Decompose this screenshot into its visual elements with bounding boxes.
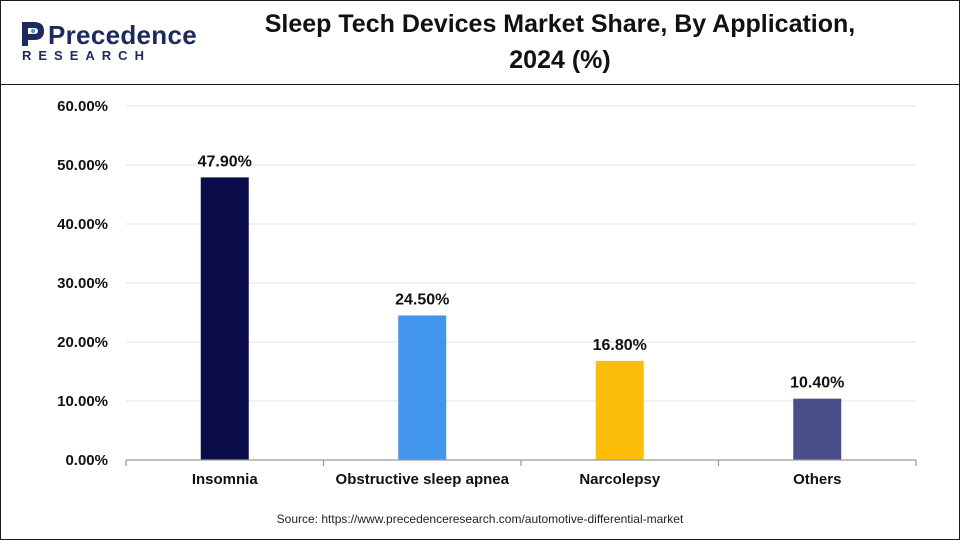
y-tick-label: 60.00%	[57, 98, 108, 115]
category-label: Others	[793, 471, 841, 488]
category-label: Narcolepsy	[579, 471, 661, 488]
category-label: Obstructive sleep apnea	[336, 471, 510, 488]
data-label: 47.90%	[198, 153, 252, 170]
chart-title-line-1: Sleep Tech Devices Market Share, By Appl…	[264, 10, 856, 38]
bar	[595, 360, 644, 460]
source-note: Source: https://www.precedenceresearch.c…	[276, 512, 684, 526]
brand-name: Precedence	[48, 20, 197, 50]
chart-title: Sleep Tech Devices Market Share, By Appl…	[180, 6, 940, 78]
logo-icon	[22, 22, 44, 46]
y-tick-label: 30.00%	[57, 275, 108, 292]
chart-title-line-2: 2024 (%)	[509, 46, 611, 74]
bar	[398, 315, 447, 460]
bar	[200, 177, 249, 460]
brand-subtitle: RESEARCH	[22, 48, 151, 63]
category-label: Insomnia	[192, 471, 259, 488]
data-label: 16.80%	[593, 337, 647, 354]
y-tick-label: 40.00%	[57, 216, 108, 233]
y-tick-label: 20.00%	[57, 334, 108, 351]
brand-logo: Precedence RESEARCH	[14, 16, 197, 66]
bar	[793, 398, 842, 460]
data-label: 10.40%	[790, 375, 844, 392]
y-tick-label: 10.00%	[57, 393, 108, 410]
header-divider	[0, 84, 960, 85]
y-tick-label: 0.00%	[65, 452, 108, 469]
data-label: 24.50%	[395, 291, 449, 308]
y-tick-label: 50.00%	[57, 157, 108, 174]
